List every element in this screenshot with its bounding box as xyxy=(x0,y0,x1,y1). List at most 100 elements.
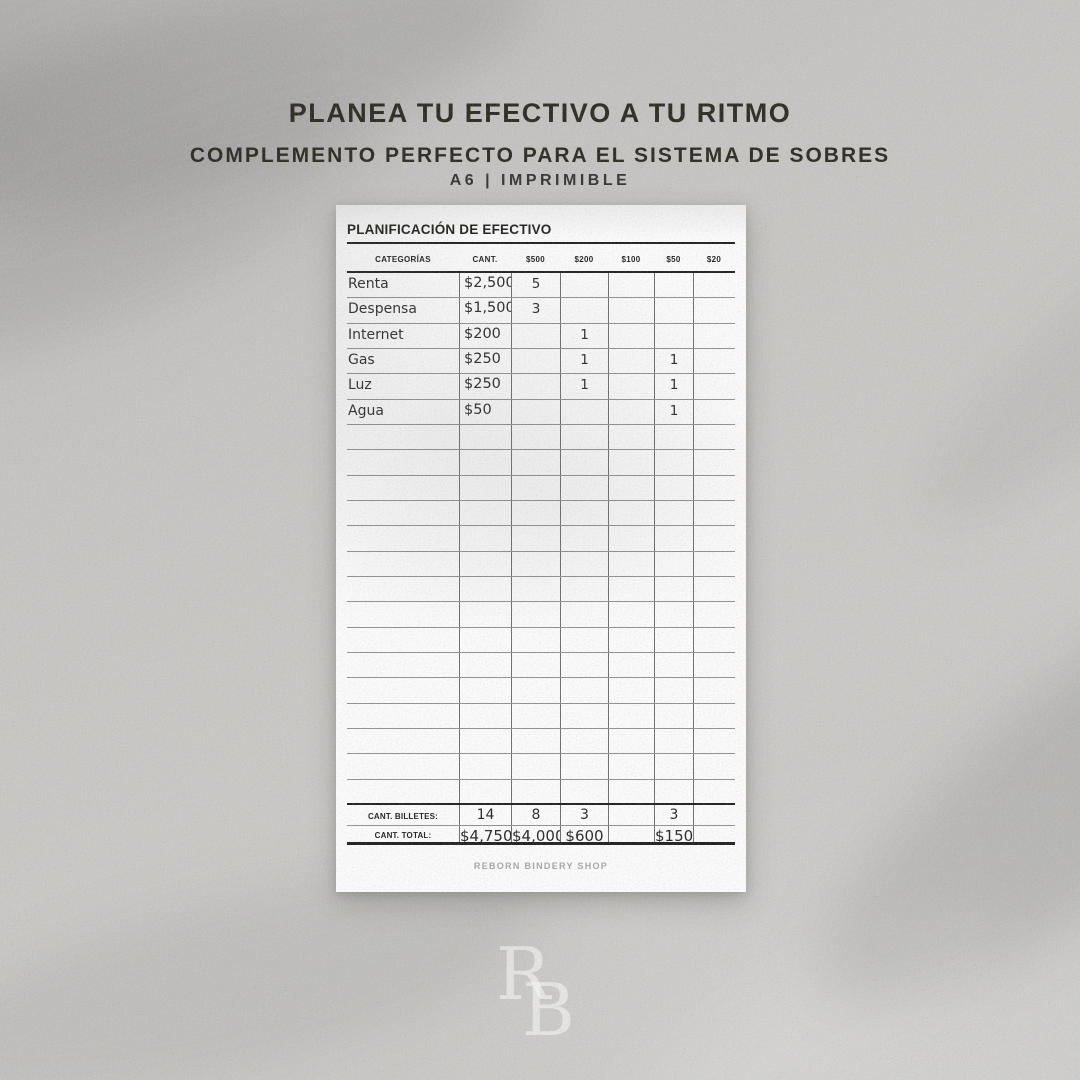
table-totals: CANT. BILLETES: 14 8 3 3 CANT. TOTAL: $4,750 $4… xyxy=(347,804,735,845)
table-body: Renta $2,500 5 Despensa $1,500 3 Internet $200 1… xyxy=(347,273,735,805)
table-cell xyxy=(693,348,735,374)
table-cell xyxy=(693,779,735,803)
table-cell xyxy=(560,576,608,602)
table-cell xyxy=(693,728,735,754)
table-cell xyxy=(693,323,735,348)
table-cell xyxy=(560,678,608,703)
table-cell: Renta xyxy=(348,276,389,292)
table-cell xyxy=(459,475,511,500)
table-row-empty xyxy=(347,703,735,729)
table-cell xyxy=(654,602,693,627)
table-cell xyxy=(608,602,654,627)
table-row-empty xyxy=(347,602,735,628)
totals-row: CANT. TOTAL: $4,750 $4,000 $600 $150 xyxy=(347,825,735,845)
table-cell xyxy=(693,374,735,399)
totals-value: 14 xyxy=(459,804,511,825)
table-cell xyxy=(693,500,735,526)
table-cell xyxy=(693,475,735,500)
table-cell xyxy=(654,754,693,779)
table-cell: $2,500 xyxy=(459,273,511,298)
table-cell xyxy=(560,526,608,551)
table-row: Gas $250 1 1 xyxy=(347,348,735,375)
table-cell xyxy=(347,628,459,652)
table-cell xyxy=(511,652,560,678)
table-cell: 1 xyxy=(654,348,693,374)
table-cell: 1 xyxy=(654,374,693,399)
totals-label: CANT. TOTAL: xyxy=(374,830,432,840)
table-cell xyxy=(511,678,560,703)
table-cell xyxy=(693,652,735,678)
table-cell xyxy=(654,627,693,652)
table-cell xyxy=(511,754,560,779)
table-cell xyxy=(654,298,693,323)
totals-value: $600 xyxy=(560,825,608,842)
table-row-empty xyxy=(347,500,735,527)
table-cell xyxy=(347,653,459,677)
table-cell xyxy=(347,704,459,728)
column-header: CATEGORÍAS xyxy=(375,255,431,264)
table-cell xyxy=(693,526,735,551)
table-cell: $200 xyxy=(459,323,511,348)
table-cell xyxy=(608,500,654,526)
table-cell xyxy=(347,476,459,500)
table-cell xyxy=(560,627,608,652)
table-header-row: CATEGORÍAS CANT. $500 $200 $100 $50 $20 xyxy=(347,244,735,273)
table-cell xyxy=(693,576,735,602)
table-row-empty xyxy=(347,450,735,476)
table-cell xyxy=(654,678,693,703)
table-cell xyxy=(654,273,693,298)
table-cell xyxy=(560,779,608,803)
table-cell xyxy=(511,703,560,728)
table-cell xyxy=(654,703,693,728)
table-cell: $250 xyxy=(459,348,511,374)
table-cell xyxy=(608,728,654,754)
card-heading: PLANIFICACIÓN DE EFECTIVO xyxy=(347,222,552,237)
table-cell xyxy=(511,576,560,602)
table-cell xyxy=(347,526,459,550)
planner-card: PLANIFICACIÓN DE EFECTIVO CATEGORÍAS CANT… xyxy=(336,205,746,892)
table-cell xyxy=(693,754,735,779)
table-cell: 1 xyxy=(654,399,693,424)
table-cell xyxy=(511,728,560,754)
table-cell xyxy=(608,754,654,779)
table-row-empty xyxy=(347,526,735,552)
table-cell xyxy=(560,298,608,323)
table-cell xyxy=(459,450,511,475)
table-cell xyxy=(693,551,735,576)
table-cell: 1 xyxy=(560,348,608,374)
page-subtitle: COMPLEMENTO PERFECTO PARA EL SISTEMA DE … xyxy=(189,143,891,167)
table-cell xyxy=(511,348,560,374)
table-cell xyxy=(459,602,511,627)
table-row: Internet $200 1 xyxy=(347,323,735,349)
table-cell xyxy=(560,602,608,627)
table-cell xyxy=(560,424,608,450)
table-cell xyxy=(654,424,693,450)
table-cell xyxy=(347,729,459,753)
table-cell xyxy=(347,754,459,778)
table-cell xyxy=(560,703,608,728)
table-cell xyxy=(608,703,654,728)
format-line: A6 | IMPRIMIBLE xyxy=(449,171,631,189)
table-cell xyxy=(511,424,560,450)
table-cell: $50 xyxy=(459,399,511,424)
table-cell xyxy=(347,501,459,525)
totals-value: $150 xyxy=(654,825,693,842)
table-cell xyxy=(511,450,560,475)
table-row-empty xyxy=(347,551,735,577)
table-row: Renta $2,500 5 xyxy=(347,273,735,299)
table-cell xyxy=(654,779,693,803)
table-cell xyxy=(459,728,511,754)
table-row-empty xyxy=(347,576,735,603)
table-row-empty xyxy=(347,779,735,805)
table-cell xyxy=(654,500,693,526)
table-cell xyxy=(511,374,560,399)
table-row-empty xyxy=(347,678,735,704)
table-cell xyxy=(560,273,608,298)
table-cell xyxy=(511,475,560,500)
totals-value xyxy=(608,825,654,842)
column-header: $200 xyxy=(574,255,594,264)
table-row-empty xyxy=(347,652,735,679)
table-cell: 1 xyxy=(560,374,608,399)
table-cell xyxy=(459,526,511,551)
